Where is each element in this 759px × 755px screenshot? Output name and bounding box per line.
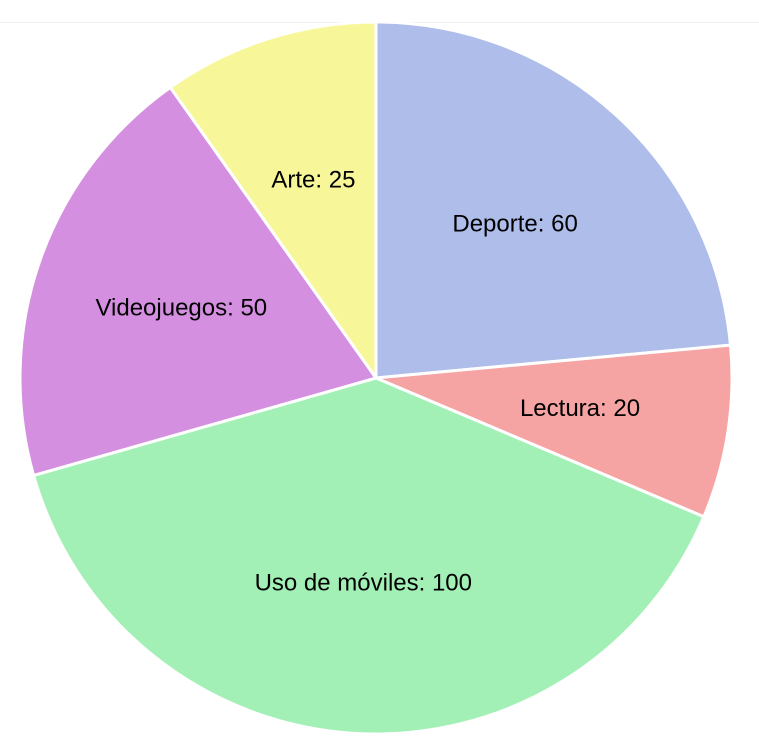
pie-slice-videojuegos: [18, 85, 378, 477]
pie-label-deporte: Deporte: 60: [452, 211, 577, 238]
pie-slice-deporte: [374, 20, 732, 380]
pie-slice-arte: [168, 20, 378, 380]
pie-label-uso-de-moviles: Uso de móviles: 100: [255, 569, 472, 596]
pie-label-lectura: Lectura: 20: [520, 395, 640, 422]
pie-label-arte: Arte: 25: [271, 167, 355, 194]
pie-labels: Deporte: 60 Lectura: 20 Uso de móviles: 10…: [95, 167, 640, 597]
pie-slices: [18, 20, 734, 736]
pie-slice-lectura: [374, 343, 734, 519]
pie-label-videojuegos: Videojuegos: 50: [95, 295, 267, 322]
pie-slice-uso-de-moviles: [32, 376, 706, 736]
